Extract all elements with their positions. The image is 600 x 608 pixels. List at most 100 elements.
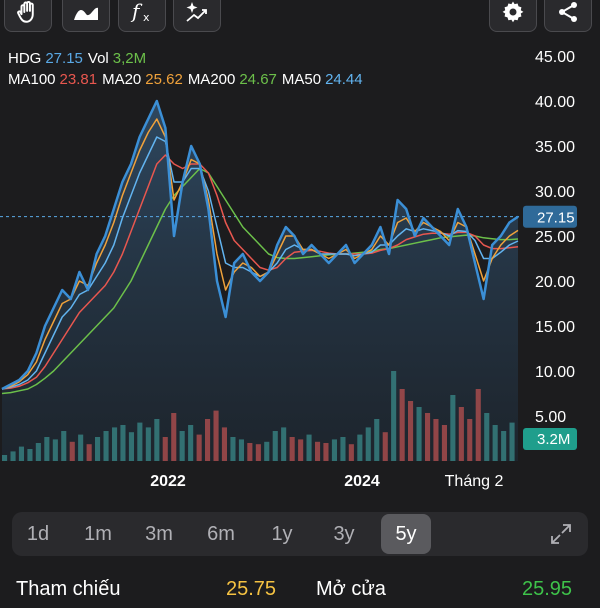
volume-bar (408, 401, 414, 461)
last-price-badge (523, 205, 577, 228)
volume-bar (272, 431, 278, 461)
period-selector: 1d 1m 3m 6m 1y 3y 5y (12, 512, 588, 556)
volume-bar (492, 425, 498, 461)
volume-bar (425, 413, 431, 461)
period-3y-button[interactable]: 3y (333, 522, 355, 545)
series-line-ma200 (1, 167, 519, 395)
legend-price: 27.15 (45, 50, 83, 67)
volume-bar (484, 413, 490, 461)
legend-ma20-value: 25.62 (145, 71, 183, 88)
share-button[interactable] (544, 0, 592, 32)
period-5y-button[interactable]: 5y (381, 514, 431, 554)
volume-bar (475, 389, 481, 461)
legend-ma100-name: MA100 (8, 71, 56, 88)
settings-button[interactable] (489, 0, 537, 32)
volume-bar (2, 455, 8, 461)
hand-tool-button[interactable] (4, 0, 52, 32)
volume-badge (523, 428, 577, 450)
legend-vol-value: 3,2M (112, 50, 147, 67)
volume-bar (179, 431, 185, 461)
fullscreen-button[interactable] (538, 514, 584, 554)
volume-bar (458, 407, 464, 461)
legend-vol-label: Vol (87, 50, 109, 67)
volume-bar (18, 446, 24, 461)
x-tick-label: 2022 (150, 473, 186, 490)
expand-icon (551, 524, 571, 544)
ai-chart-tool-button[interactable] (173, 0, 221, 32)
period-6m-button[interactable]: 6m (207, 522, 235, 545)
volume-bar (137, 422, 143, 461)
x-tick-label: 2024 (344, 473, 380, 490)
legend-ma50-name: MA50 (281, 71, 322, 88)
volume-bar (196, 434, 202, 461)
volume-bar (467, 419, 473, 461)
legend-ma200-name: MA200 (187, 71, 236, 88)
y-tick-label: 45.00 (535, 49, 575, 66)
price-stats: Tham chiếu 25.75 Mở cửa 25.95 (0, 578, 600, 608)
gear-icon (502, 1, 524, 23)
y-tick-label: 10.00 (535, 364, 575, 381)
period-1y-button[interactable]: 1y (271, 522, 293, 545)
volume-bar (112, 427, 118, 461)
hand-icon (17, 1, 34, 23)
volume-bar (374, 419, 380, 461)
price-chart-canvas[interactable]: 45.00 40.00 35.00 30.00 25.00 20.00 15.00 10.00… (0, 40, 600, 505)
volume-bar (205, 419, 211, 461)
volume-bar (35, 443, 41, 461)
volume-bar (382, 432, 388, 461)
volume-bar (255, 444, 261, 461)
volume-bar (306, 434, 312, 461)
volume-bar (298, 439, 304, 461)
y-tick-label: 25.00 (535, 229, 575, 246)
volume-label: 3.2M (537, 431, 570, 448)
legend-symbol: HDG (8, 50, 42, 67)
volume-bar (154, 419, 160, 461)
volume-bar (289, 437, 295, 461)
last-price-label: 27.15 (537, 210, 575, 227)
volume-bar (416, 407, 422, 461)
volume-bar (171, 413, 177, 461)
volume-bar (238, 439, 244, 461)
volume-bar (331, 439, 337, 461)
volume-bar (348, 444, 354, 461)
legend-ma20-name: MA20 (102, 71, 142, 88)
period-1d-button[interactable]: 1d (26, 522, 50, 545)
y-tick-label: 15.00 (535, 319, 575, 336)
volume-bar (188, 425, 194, 461)
volume-bar (365, 427, 371, 461)
series-line-ma100 (1, 154, 519, 390)
y-tick-label: 40.00 (535, 94, 575, 111)
volume-bar (281, 427, 287, 461)
volume-bar (128, 432, 134, 461)
volume-bar (315, 441, 321, 461)
period-1m-button[interactable]: 1m (84, 522, 112, 545)
open-value: 25.95 (522, 578, 573, 600)
price-chart[interactable]: 45.00 40.00 35.00 30.00 25.00 20.00 15.00 10.00… (0, 40, 600, 505)
volume-bar (450, 395, 456, 461)
volume-bar (213, 410, 219, 461)
share-icon (559, 2, 577, 22)
volume-bar (247, 443, 253, 461)
volume-bar (357, 434, 363, 461)
period-3m-button[interactable]: 3m (145, 522, 173, 545)
volume-bar (44, 437, 50, 461)
legend-ma200-value: 24.67 (239, 71, 277, 88)
volume-bar (221, 427, 227, 461)
volume-bar (391, 371, 397, 461)
area-chart-tool-button[interactable] (62, 0, 110, 32)
legend-row-ma: MA100 23.81 MA20 25.62 MA200 24.67 MA50 24.44 (8, 71, 368, 88)
volume-bar (103, 431, 109, 461)
open-label: Mở cửa (316, 578, 386, 600)
volume-bar (323, 443, 329, 461)
volume-bar (52, 439, 58, 461)
volume-bar (145, 427, 151, 461)
volume-bar (95, 437, 101, 461)
volume-bar (27, 449, 33, 461)
y-tick-label: 20.00 (535, 274, 575, 291)
volume-bar (10, 451, 16, 461)
legend-ma50-value: 24.44 (325, 71, 363, 88)
volume-bar (120, 425, 126, 461)
svg-text:f: f (130, 0, 143, 23)
